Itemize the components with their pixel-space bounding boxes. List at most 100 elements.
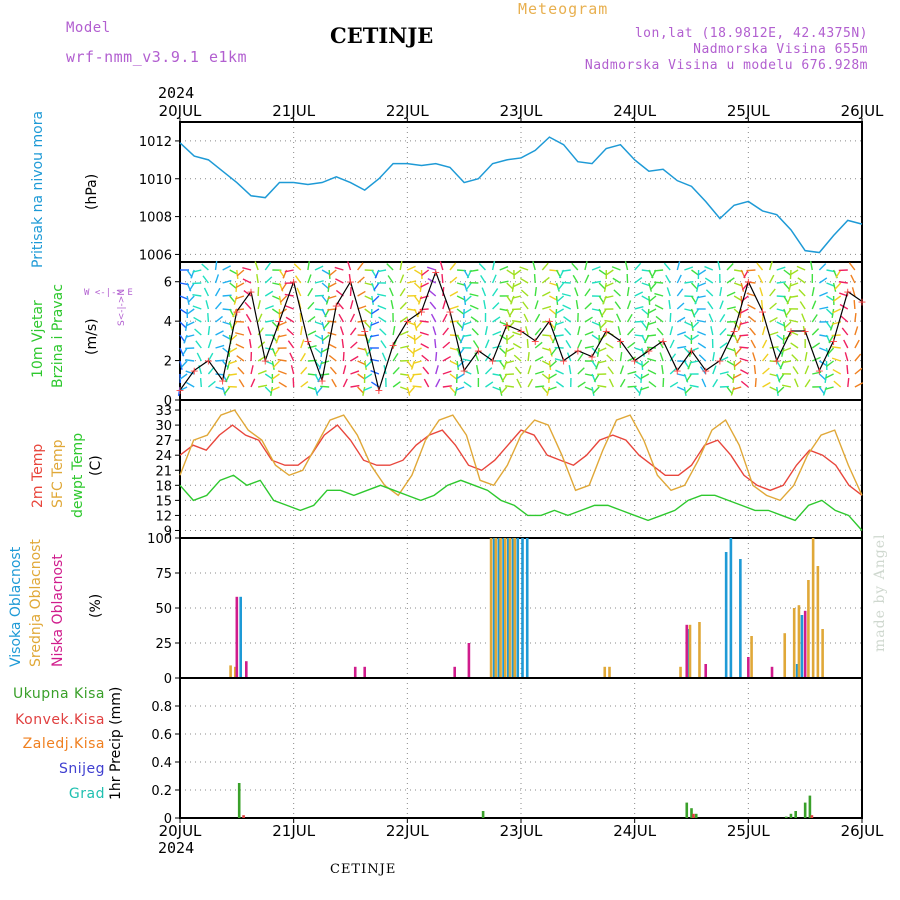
wind-arrow [799,301,806,310]
wind-arrow [726,306,736,310]
wind-arrow [561,281,571,284]
wind-arrow [257,300,261,310]
wind-marker: + [559,355,568,368]
wind-arrow [782,384,792,388]
wind-arrow [328,282,337,288]
wind-arrows [177,260,864,396]
wind-arrow [229,282,238,290]
wind-arrow [847,377,850,388]
precip-bar [690,808,693,818]
wind-arrow [737,321,742,331]
wind-marker: + [374,384,383,397]
wind-arrow [605,342,614,349]
wind-arrow [695,282,700,292]
wind-marker: + [829,335,838,348]
wind-arrow [421,354,430,362]
legend-conv: Konvek.Kisa [15,712,105,728]
wind-arrow [584,274,590,284]
wind-arrow [500,386,508,395]
cloud-bar [807,580,810,678]
wind-marker: + [786,325,795,338]
wind-marker: + [175,384,184,397]
wind-marker: + [488,355,497,368]
wind-arrow [214,274,220,284]
wind-arrow [676,302,685,310]
wind-arrow [541,291,551,297]
wind-arrow [264,262,272,271]
cloud-bar [750,636,753,678]
wind-arrow [179,308,188,315]
wind-arrow [549,295,558,301]
wind-arrow [222,279,232,284]
wind-arrow [342,351,345,362]
wind-arrow [584,316,593,323]
wind-arrow [264,290,274,297]
wind-arrow [542,305,552,310]
wind-arrow [350,341,358,349]
wind-arrow [562,304,572,310]
wind-arrow [349,313,356,323]
wind-arrow [342,365,347,375]
wind-arrow [179,321,187,329]
wind-marker: + [289,276,298,289]
wind-arrow [284,269,294,273]
wind-arrow [781,347,785,357]
wind-arrow [327,331,337,336]
wind-arrow [228,347,238,354]
wind-arrow [584,288,591,297]
wind-arrow [415,321,423,330]
wind-marker: + [502,319,511,332]
wind-arrow [831,357,841,362]
cloud-bar [770,666,774,678]
wind-arrow [746,292,756,297]
wind-arrow [616,313,622,323]
wind-arrow [180,360,188,369]
wind-arrow [520,289,529,297]
wind-arrow [648,295,651,306]
wind-arrow [826,295,835,302]
wind-arrow [684,321,693,327]
wind-arrow [407,280,417,284]
legend-hail: Grad [68,786,105,802]
wind-arrow [387,275,394,284]
ytick-label: 25 [155,637,172,652]
wind-arrow [634,291,644,297]
wind-arrow [649,282,657,291]
wind-arrow [769,316,778,323]
wind-arrow [400,345,410,349]
wind-arrow [804,379,811,388]
wind-arrow [379,328,387,336]
wind-arrow [776,321,786,327]
wind-arrow [665,274,671,284]
wind-arrow [748,315,756,323]
wind-arrow [399,316,408,323]
wind-arrow [833,380,842,388]
ytick-label: 21 [155,464,172,479]
wind-arrow [364,321,372,330]
wind-arrow [596,347,600,357]
wind-arrow [484,339,490,349]
wind-arrow [442,313,448,323]
wind-marker: + [474,345,483,358]
station-title: CETINJE [330,23,434,48]
wind-arrow [370,321,380,327]
cloud-bar [499,538,502,678]
wind-arrow [701,378,707,388]
wind-arrow [369,321,373,331]
wind-arrow [822,386,828,396]
wind-arrow [278,321,287,327]
wind-marker: + [332,299,341,312]
wind-marker: + [516,325,525,338]
cloud-bar [239,596,243,678]
wind-arrow [555,308,564,315]
wind-arrow [357,276,365,284]
cloud-bar [503,538,507,678]
wind-arrow [843,339,849,349]
cloud-bar [235,596,239,678]
wind-arrow [726,262,734,271]
wind-arrow [534,300,539,310]
wind-arrow [690,321,694,331]
wind-arrow [314,280,324,284]
wind-arrow [749,327,756,336]
